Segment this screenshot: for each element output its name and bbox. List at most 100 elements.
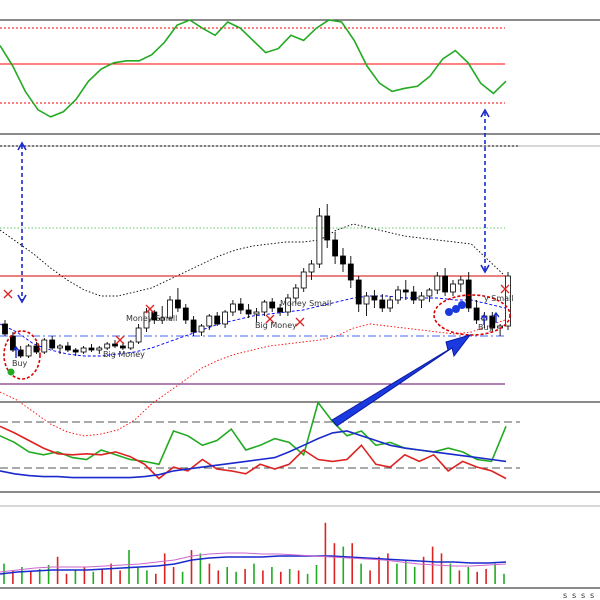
- candle-body: [387, 299, 394, 309]
- buy-arrow-left: [12, 345, 20, 358]
- sell-marker-3: [265, 314, 275, 324]
- candle-body: [65, 345, 71, 351]
- candle-body: [182, 307, 189, 321]
- highlight-ellipse-right: [433, 294, 511, 336]
- candle-body: [41, 339, 48, 353]
- signal-dot-blue-1: [452, 305, 460, 313]
- candle-body: [465, 279, 472, 309]
- price-band-1: [0, 319, 506, 437]
- pointer-arrow: [331, 334, 472, 427]
- candle-body: [371, 295, 378, 301]
- panels: [0, 19, 600, 589]
- buy-arrow-right-2: [492, 311, 500, 323]
- signal-dot-green: [7, 368, 15, 376]
- candle-body: [127, 341, 134, 349]
- candle-body: [379, 299, 386, 309]
- candle-body: [261, 301, 268, 313]
- candle-body: [151, 311, 158, 321]
- candle-body: [410, 291, 417, 301]
- annotation-label-1: Money Small: [126, 314, 177, 323]
- candle-body: [25, 345, 32, 357]
- candle-body: [229, 303, 236, 313]
- candle-body: [112, 343, 118, 347]
- candle-body: [120, 345, 126, 349]
- annotation-label-6: Buy: [478, 323, 494, 332]
- candle-body: [292, 287, 299, 299]
- sell-marker-0: [3, 289, 13, 299]
- candle-body: [72, 349, 79, 353]
- toolbar-icon-2[interactable]: s: [581, 591, 585, 600]
- candle-body: [340, 255, 346, 265]
- signal-dot-blue-2: [458, 301, 466, 309]
- candle-body: [284, 297, 291, 313]
- candle-body: [363, 295, 370, 305]
- candle-body: [418, 295, 425, 301]
- oscillator-panel: [0, 19, 507, 118]
- candle-body: [505, 275, 511, 327]
- toolbar-icon-0[interactable]: s: [563, 591, 567, 600]
- annotation-overlay: Buy Money Small Money Small Big Money Big Mo…: [3, 108, 514, 427]
- candle-body: [332, 239, 339, 257]
- candle-body: [253, 311, 260, 315]
- candle-body: [473, 307, 480, 321]
- candle-body: [324, 215, 331, 241]
- arrowhead-left-top: [17, 141, 27, 151]
- price-panel: [0, 204, 511, 437]
- volume-average-0: [0, 555, 507, 575]
- oscillator-series-0: [0, 19, 507, 118]
- annotation-label-2: Money Small: [280, 299, 331, 308]
- candle-body: [395, 289, 401, 301]
- annotation-label-0: Buy: [12, 359, 28, 368]
- candle-body: [355, 279, 362, 305]
- sell-marker-2: [145, 304, 155, 314]
- candle-body: [57, 345, 63, 349]
- candle-body: [206, 315, 213, 327]
- arrowhead-right-bottom: [480, 264, 490, 274]
- volume-panel: [0, 522, 507, 584]
- highlight-ellipse-left: [3, 330, 41, 380]
- price-band-0: [0, 223, 506, 297]
- arrowhead-left-bottom: [17, 294, 27, 304]
- candle-body: [434, 275, 441, 291]
- candle-body: [347, 263, 354, 281]
- buy-arrow-right: [480, 313, 488, 325]
- candle-body: [88, 347, 95, 351]
- candle-body: [104, 343, 111, 349]
- arrowhead-right-top: [480, 108, 490, 118]
- candle-body: [426, 289, 433, 297]
- candle-body: [174, 299, 181, 309]
- toolbar-icon-3[interactable]: s: [590, 591, 594, 600]
- candle-body: [17, 349, 24, 357]
- candle-body: [96, 347, 103, 351]
- annotation-label-4: Big Money: [103, 350, 145, 359]
- candle-body: [402, 289, 409, 293]
- candle-body: [245, 309, 252, 315]
- price-band-2: [0, 295, 506, 357]
- annotation-label-3: Big Money: [255, 321, 297, 330]
- signal-dot-blue-0: [445, 308, 453, 316]
- toolbar-icon-1[interactable]: s: [572, 591, 576, 600]
- candle-body: [457, 279, 464, 285]
- sell-marker-5: [500, 284, 510, 294]
- candle-body: [300, 271, 307, 289]
- candle-body: [2, 323, 8, 335]
- candle-body: [269, 301, 276, 309]
- candle-body: [277, 307, 284, 313]
- candle-body: [308, 263, 315, 273]
- candle-body: [198, 325, 205, 333]
- candle-body: [135, 327, 142, 343]
- candle-body: [49, 339, 56, 349]
- candle-body: [190, 319, 197, 333]
- indicator-series-1: [0, 425, 507, 480]
- candle-body: [316, 215, 323, 265]
- candle-body: [159, 317, 166, 321]
- candle-body: [237, 303, 244, 311]
- volume-average-1: [0, 552, 507, 573]
- sell-marker-1: [115, 335, 125, 345]
- candle-body: [442, 275, 449, 293]
- candle-body: [80, 347, 87, 353]
- candle-body: [214, 315, 221, 325]
